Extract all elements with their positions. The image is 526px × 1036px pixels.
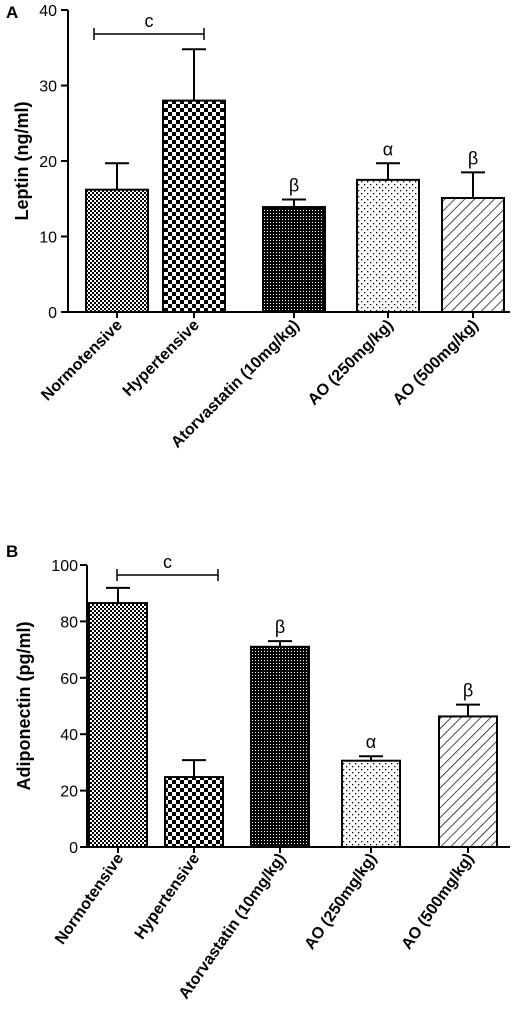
- significance-label: β: [275, 617, 285, 637]
- panel-label: A: [6, 3, 18, 22]
- adiponectin-chart: B 0 20 40 60 80 100 Adiponectin (pg/ml) Normote…: [6, 542, 510, 1002]
- category-label: Normotensive: [38, 317, 126, 405]
- bar: [85, 188, 149, 313]
- significance-label: β: [468, 148, 478, 168]
- panel-label: B: [6, 542, 18, 561]
- category-label: Normotensive: [52, 850, 127, 947]
- bar: [162, 99, 226, 313]
- bar: [250, 645, 310, 849]
- y-tick-label: 0: [69, 840, 78, 857]
- y-tick-label: 60: [60, 671, 78, 688]
- significance-label: α: [366, 732, 376, 752]
- leptin-chart: A 0 10 20 30 40 Leptin (ng/ml) NormotensiveHyp…: [6, 3, 510, 451]
- bar: [88, 602, 148, 848]
- y-tick-label: 80: [60, 614, 78, 631]
- significance-label: β: [289, 176, 299, 196]
- y-axis-label: Leptin (ng/ml): [12, 102, 32, 221]
- significance-label: β: [463, 681, 473, 701]
- y-tick-label: 20: [60, 784, 78, 801]
- category-label: Hypertensive: [132, 850, 204, 942]
- category-label: Hypertensive: [120, 317, 203, 400]
- significance-label: α: [383, 139, 393, 159]
- y-tick-label: 0: [48, 305, 57, 322]
- bar: [341, 759, 401, 849]
- y-axis-label: Adiponectin (pg/ml): [14, 622, 34, 791]
- y-tick-label: 30: [39, 79, 57, 96]
- bar: [262, 206, 326, 313]
- y-tick-label: 40: [60, 727, 78, 744]
- category-label: AO (250mg/kg): [305, 317, 397, 409]
- bar: [441, 196, 505, 313]
- bracket-label: c: [163, 552, 172, 572]
- bracket-label: c: [145, 11, 154, 31]
- y-tick-label: 20: [39, 154, 57, 171]
- y-tick-label: 100: [51, 558, 78, 575]
- bar: [356, 178, 420, 313]
- category-label: AO (500mg/kg): [399, 851, 478, 953]
- category-label: AO (500mg/kg): [390, 317, 482, 409]
- bar: [164, 776, 224, 849]
- y-tick-label: 40: [39, 3, 57, 20]
- category-label: AO (250mg/kg): [302, 851, 381, 953]
- y-tick-label: 10: [39, 230, 57, 247]
- bar: [438, 715, 498, 849]
